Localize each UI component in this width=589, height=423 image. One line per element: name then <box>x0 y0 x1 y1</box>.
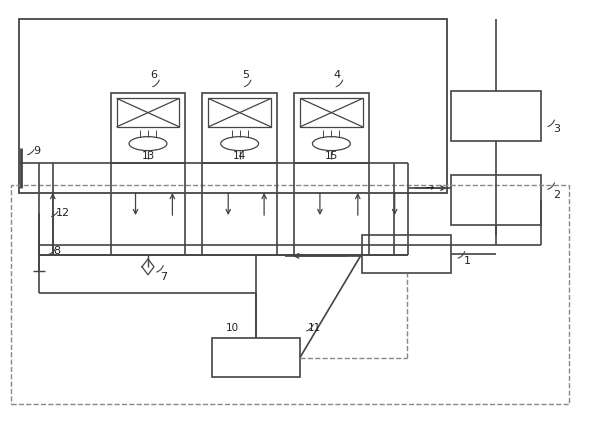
Bar <box>452 175 541 225</box>
Bar <box>452 91 541 141</box>
Bar <box>209 99 271 127</box>
Text: 8: 8 <box>53 246 60 256</box>
Text: 3: 3 <box>553 124 560 134</box>
Text: 7: 7 <box>160 272 167 282</box>
Text: 13: 13 <box>141 151 154 161</box>
Bar <box>294 93 369 163</box>
Text: 14: 14 <box>233 151 246 161</box>
Bar <box>117 99 180 127</box>
Text: 11: 11 <box>308 323 322 332</box>
Bar <box>11 185 569 404</box>
Bar <box>300 99 363 127</box>
Text: 4: 4 <box>334 71 341 80</box>
Text: 5: 5 <box>242 71 249 80</box>
Bar <box>212 338 300 377</box>
Text: →: → <box>425 183 434 193</box>
Text: 9: 9 <box>33 146 40 156</box>
Bar <box>202 93 277 163</box>
Bar <box>111 93 186 163</box>
Text: 1: 1 <box>464 256 471 266</box>
Bar <box>19 19 448 193</box>
Text: 2: 2 <box>553 190 560 200</box>
Bar <box>362 235 452 273</box>
Text: 12: 12 <box>56 208 70 218</box>
Text: 15: 15 <box>325 151 338 161</box>
Text: 6: 6 <box>150 71 157 80</box>
Text: 10: 10 <box>226 323 239 332</box>
